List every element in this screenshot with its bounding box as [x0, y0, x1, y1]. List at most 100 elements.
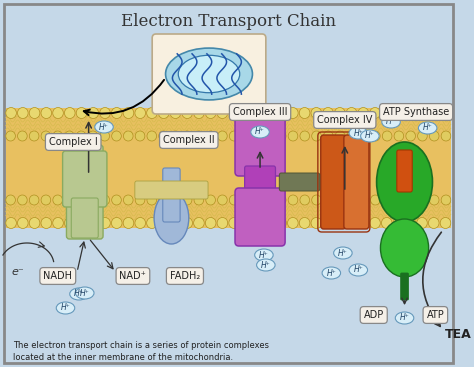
FancyBboxPatch shape [245, 166, 275, 198]
FancyBboxPatch shape [321, 135, 346, 229]
Circle shape [76, 131, 86, 141]
Circle shape [241, 131, 251, 141]
Circle shape [100, 108, 110, 119]
Circle shape [346, 108, 357, 119]
Circle shape [112, 131, 121, 141]
Circle shape [18, 108, 28, 119]
Circle shape [229, 108, 239, 119]
Circle shape [276, 108, 286, 119]
Text: Complex III: Complex III [233, 107, 287, 117]
FancyBboxPatch shape [152, 34, 266, 114]
Circle shape [264, 218, 274, 229]
Circle shape [394, 131, 404, 141]
Ellipse shape [395, 312, 414, 324]
Circle shape [171, 195, 180, 205]
Text: H⁺: H⁺ [255, 127, 265, 137]
Text: H⁺: H⁺ [400, 313, 410, 323]
FancyBboxPatch shape [71, 198, 98, 238]
Circle shape [370, 218, 380, 229]
Text: ATP: ATP [427, 310, 444, 320]
FancyBboxPatch shape [235, 188, 285, 246]
Text: H⁺: H⁺ [261, 261, 271, 269]
Circle shape [346, 218, 357, 229]
Circle shape [29, 195, 39, 205]
Circle shape [335, 218, 345, 229]
Circle shape [6, 108, 17, 119]
Circle shape [276, 218, 286, 229]
Circle shape [18, 218, 28, 229]
Circle shape [182, 131, 192, 141]
Ellipse shape [178, 55, 240, 93]
Circle shape [358, 108, 369, 119]
Circle shape [312, 195, 321, 205]
Circle shape [135, 131, 145, 141]
Circle shape [76, 195, 86, 205]
Circle shape [441, 131, 451, 141]
Text: The electron transport chain is a series of protein complexes: The electron transport chain is a series… [13, 341, 270, 349]
FancyBboxPatch shape [135, 181, 208, 199]
Circle shape [264, 195, 274, 205]
Circle shape [111, 108, 122, 119]
Circle shape [347, 131, 356, 141]
Circle shape [299, 108, 310, 119]
Circle shape [205, 218, 216, 229]
Text: Complex IV: Complex IV [317, 115, 373, 125]
Circle shape [241, 108, 251, 119]
Circle shape [417, 108, 427, 119]
Circle shape [53, 218, 64, 229]
Circle shape [158, 108, 169, 119]
Circle shape [193, 108, 204, 119]
Circle shape [159, 195, 168, 205]
Circle shape [312, 131, 321, 141]
Ellipse shape [349, 264, 367, 276]
Circle shape [88, 108, 99, 119]
FancyBboxPatch shape [397, 150, 412, 192]
Circle shape [6, 131, 16, 141]
Text: Electron Transport Chain: Electron Transport Chain [121, 14, 336, 30]
Circle shape [440, 218, 451, 229]
Text: FADH₂: FADH₂ [170, 271, 200, 281]
Ellipse shape [255, 249, 273, 261]
Circle shape [53, 131, 63, 141]
Circle shape [418, 131, 427, 141]
Circle shape [6, 218, 17, 229]
Circle shape [111, 218, 122, 229]
Circle shape [323, 108, 333, 119]
Text: H⁺: H⁺ [354, 128, 363, 138]
Circle shape [218, 131, 227, 141]
FancyBboxPatch shape [401, 273, 409, 300]
Circle shape [170, 218, 181, 229]
Circle shape [335, 195, 345, 205]
Text: H⁺: H⁺ [365, 131, 375, 141]
Circle shape [359, 195, 368, 205]
Circle shape [76, 108, 87, 119]
Text: NAD⁺: NAD⁺ [119, 271, 146, 281]
Circle shape [371, 131, 380, 141]
Circle shape [171, 131, 180, 141]
Circle shape [64, 108, 75, 119]
Circle shape [229, 131, 239, 141]
Ellipse shape [381, 219, 428, 277]
Circle shape [29, 108, 40, 119]
Ellipse shape [349, 127, 367, 139]
Ellipse shape [75, 287, 94, 299]
Ellipse shape [361, 130, 379, 142]
Circle shape [311, 218, 322, 229]
FancyBboxPatch shape [66, 145, 103, 239]
Circle shape [428, 108, 439, 119]
Text: e⁻: e⁻ [11, 267, 24, 277]
Circle shape [300, 195, 310, 205]
Circle shape [64, 131, 74, 141]
Ellipse shape [256, 259, 275, 271]
Circle shape [253, 195, 263, 205]
Circle shape [206, 195, 216, 205]
Circle shape [123, 108, 134, 119]
Circle shape [382, 218, 392, 229]
Text: ADP: ADP [364, 310, 384, 320]
Circle shape [88, 131, 98, 141]
Circle shape [29, 131, 39, 141]
Circle shape [429, 131, 439, 141]
Circle shape [241, 195, 251, 205]
Circle shape [76, 218, 87, 229]
Circle shape [100, 131, 109, 141]
